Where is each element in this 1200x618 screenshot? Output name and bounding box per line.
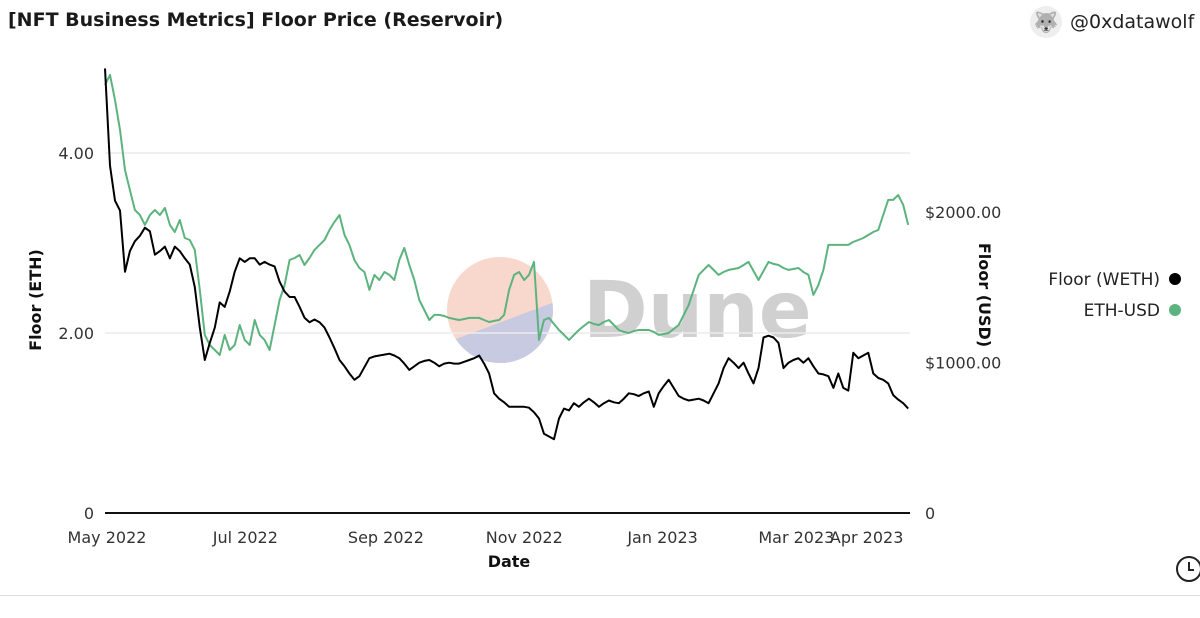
legend-dot <box>1169 273 1181 285</box>
y-left-axis-title: Floor (ETH) <box>26 249 45 351</box>
legend-dot <box>1169 304 1181 316</box>
author-name: @0xdatawolf <box>1070 11 1195 33</box>
legend-item-floor-weth[interactable]: Floor (WETH) <box>1048 270 1181 290</box>
x-axis-title: Date <box>488 552 531 571</box>
dune-watermark: Dune <box>447 257 812 363</box>
footer-divider <box>0 595 1200 596</box>
author-link[interactable]: 🐺 @0xdatawolf <box>1030 6 1194 38</box>
y-right-tick: $2000.00 <box>925 203 1001 222</box>
y-left-tick-labels: 0 2.00 4.00 <box>58 144 94 523</box>
x-tick: May 2022 <box>68 528 147 547</box>
legend: Floor (WETH) ETH-USD <box>1048 270 1181 321</box>
y-right-axis-title: Floor (USD) <box>975 243 994 347</box>
legend-label: Floor (WETH) <box>1048 270 1160 290</box>
legend-label: ETH-USD <box>1084 301 1160 321</box>
y-left-tick: 2.00 <box>58 324 94 343</box>
chart-title: [NFT Business Metrics] Floor Price (Rese… <box>8 9 504 31</box>
x-tick: Nov 2022 <box>486 528 563 547</box>
x-tick: Apr 2023 <box>830 528 903 547</box>
legend-item-eth-usd[interactable]: ETH-USD <box>1084 301 1181 321</box>
series-line-eth-usd <box>104 73 910 356</box>
y-right-tick-labels: 0 $1000.00 $2000.00 <box>925 203 1001 523</box>
clock-icon[interactable] <box>1176 556 1200 582</box>
author-avatar: 🐺 <box>1030 6 1062 38</box>
series-lines <box>104 68 910 441</box>
series-line-floor-weth- <box>104 68 909 441</box>
x-tick-labels: May 2022 Jul 2022 Sep 2022 Nov 2022 Jan 2023… <box>68 528 904 547</box>
y-left-tick: 4.00 <box>58 144 94 163</box>
x-tick: Mar 2023 <box>758 528 834 547</box>
y-right-tick: $1000.00 <box>925 353 1001 372</box>
x-tick: Jul 2022 <box>212 528 278 547</box>
x-tick: Jan 2023 <box>626 528 697 547</box>
y-right-tick: 0 <box>925 504 935 523</box>
watermark-logo-bottom <box>447 300 553 363</box>
y-left-tick: 0 <box>84 504 94 523</box>
x-tick: Sep 2022 <box>348 528 424 547</box>
grid <box>105 152 910 334</box>
